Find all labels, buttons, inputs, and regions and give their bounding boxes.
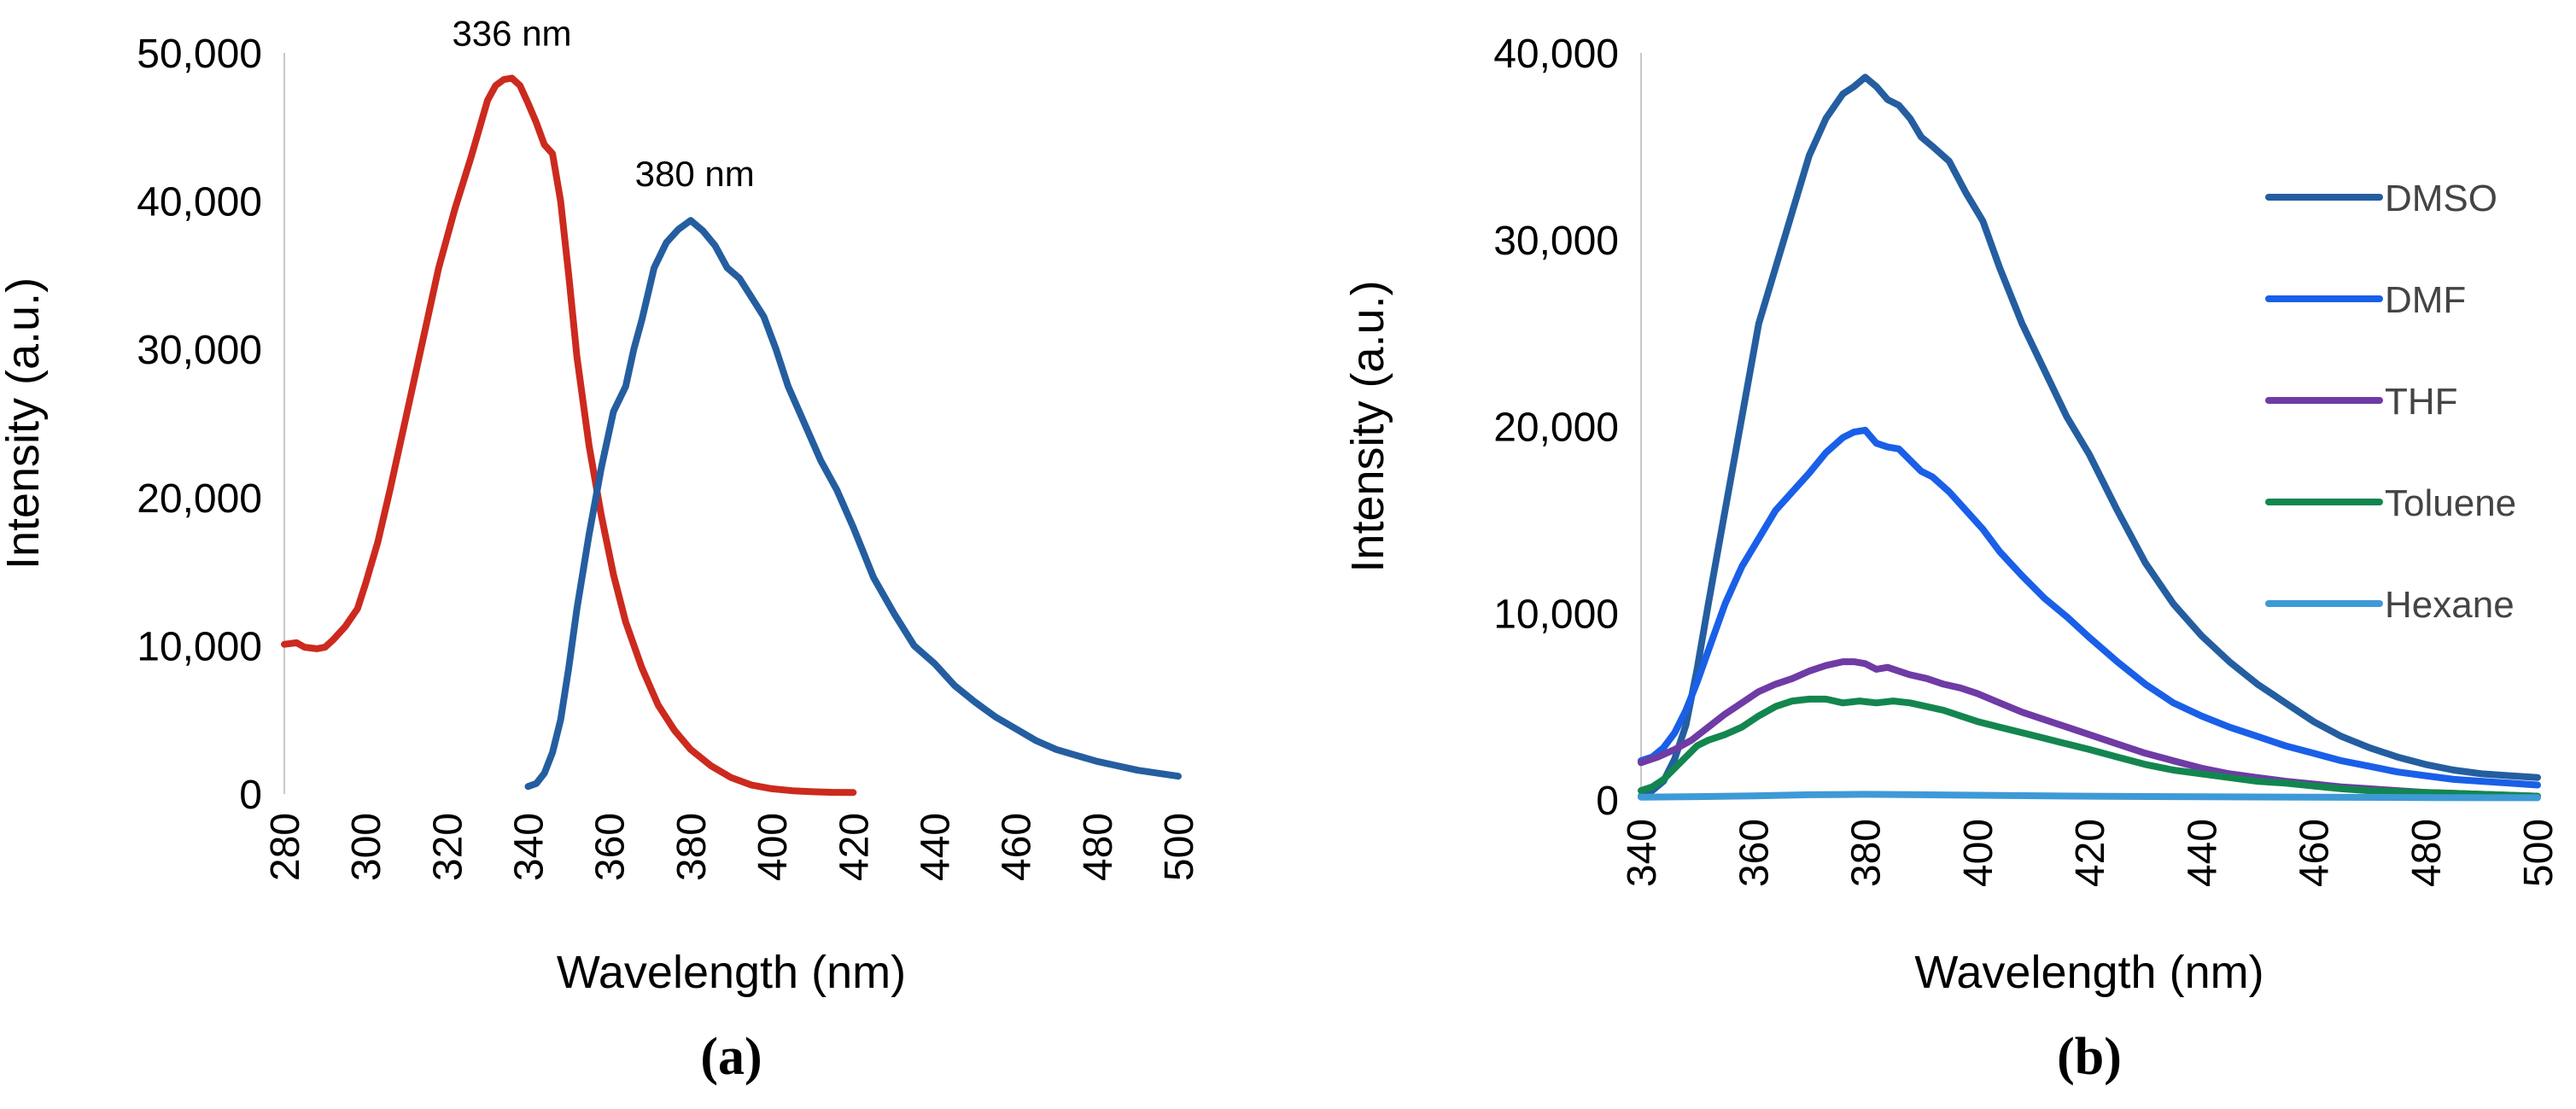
x-tick-label: 380 (1844, 819, 1890, 887)
y-tick-label: 40,000 (1493, 32, 1619, 77)
panel-b-chart: 0 10,000 20,000 30,000 40,000 340 360 380 400 420… (1342, 32, 2561, 1086)
x-tick-label: 420 (2068, 819, 2113, 887)
series-line-hexane (1638, 791, 2541, 802)
x-tick-label: 500 (2516, 819, 2561, 887)
y-tick-label: 30,000 (1493, 219, 1619, 264)
x-tick-label: 360 (588, 813, 634, 881)
x-axis-title: Wavelength (nm) (557, 947, 906, 998)
series-line-emission (524, 217, 1182, 791)
x-tick-label: 400 (751, 813, 796, 881)
panel-a-chart: 0 10,000 20,000 30,000 40,000 50,000 280 300 320… (0, 13, 1202, 1086)
panel-label: (b) (2057, 1028, 2122, 1086)
x-tick-label: 360 (1732, 819, 1777, 887)
x-tick-label: 280 (263, 813, 308, 881)
x-tick-label: 400 (1956, 819, 2001, 887)
x-tick-label: 480 (2404, 819, 2450, 887)
x-tick-label: 460 (2293, 819, 2338, 887)
y-axis-title: Intensity (a.u.) (0, 277, 49, 569)
y-tick-label: 20,000 (1493, 406, 1619, 451)
x-tick-label: 500 (1157, 813, 1202, 881)
legend-label: DMSO (2385, 178, 2497, 219)
series-line-dmso (1638, 73, 2541, 800)
legend-label: DMF (2385, 279, 2466, 321)
y-tick-label: 10,000 (1493, 592, 1619, 637)
panel-label: (a) (700, 1028, 762, 1086)
y-tick-label: 0 (1596, 779, 1619, 824)
series-line-dmf (1638, 426, 2541, 789)
x-tick-label: 460 (995, 813, 1040, 881)
y-tick-label: 10,000 (137, 624, 262, 669)
y-tick-label: 50,000 (137, 32, 262, 77)
y-axis-title: Intensity (a.u.) (1342, 280, 1393, 572)
legend-label: THF (2385, 381, 2458, 423)
series-line-toluene (1638, 695, 2541, 800)
y-tick-label: 20,000 (137, 476, 262, 522)
x-tick-label: 300 (344, 813, 389, 881)
peak-annotation: 336 nm (452, 13, 571, 53)
x-tick-label: 340 (507, 813, 552, 881)
x-tick-label: 480 (1076, 813, 1121, 881)
y-tick-label: 0 (239, 773, 262, 818)
series-line-excitation (281, 74, 857, 797)
x-tick-label: 340 (1620, 819, 1665, 887)
y-tick-label: 30,000 (137, 328, 262, 373)
legend-label: Toluene (2385, 482, 2516, 524)
x-tick-label: 440 (2180, 819, 2225, 887)
x-axis-title: Wavelength (nm) (1914, 947, 2263, 998)
x-tick-label: 380 (669, 813, 715, 881)
x-tick-label: 420 (832, 813, 877, 881)
y-tick-label: 40,000 (137, 180, 262, 225)
x-tick-label: 320 (425, 813, 470, 881)
legend-label: Hexane (2385, 584, 2515, 626)
x-tick-label: 440 (913, 813, 958, 881)
peak-annotation: 380 nm (635, 154, 755, 194)
